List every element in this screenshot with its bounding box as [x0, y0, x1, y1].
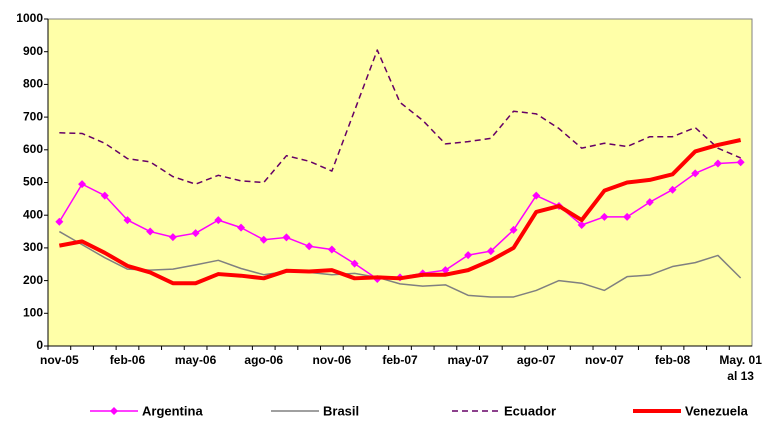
legend-label: Ecuador [504, 403, 556, 418]
legend-label: Argentina [142, 403, 203, 418]
x-tick-label: may-06 [174, 353, 217, 367]
legend-label: Brasil [323, 403, 359, 418]
data-point [509, 225, 518, 234]
data-point [237, 223, 246, 232]
data-point [713, 159, 722, 168]
data-point [146, 227, 155, 236]
data-point [191, 229, 200, 238]
y-tick-label: 200 [23, 273, 43, 287]
data-point [214, 216, 223, 225]
data-point [305, 242, 314, 251]
x-tick-label: feb-06 [109, 353, 146, 367]
y-tick-label: 400 [23, 207, 43, 221]
data-point [623, 212, 632, 221]
x-tick-label: nov-07 [585, 353, 624, 367]
y-tick-label: 1000 [16, 11, 43, 25]
y-tick-label: 100 [23, 305, 43, 319]
y-tick-label: 700 [23, 109, 43, 123]
data-point [691, 169, 700, 178]
data-point [350, 259, 359, 268]
data-point [282, 233, 291, 242]
legend-label: Venezuela [685, 403, 749, 418]
data-point [464, 251, 473, 260]
data-point [577, 221, 586, 230]
x-tick-label: feb-08 [654, 353, 691, 367]
series-line [58, 138, 742, 286]
data-point [532, 191, 541, 200]
y-tick-label: 800 [23, 77, 43, 91]
data-point [168, 233, 177, 242]
legend-marker [110, 407, 118, 415]
data-point [55, 217, 64, 226]
data-point [668, 185, 677, 194]
data-point [441, 266, 450, 275]
x-tick-label: ago-07 [516, 353, 556, 367]
y-tick-label: 300 [23, 240, 43, 254]
data-point [600, 212, 609, 221]
plot-area [47, 18, 753, 347]
data-point [645, 198, 654, 207]
data-point [486, 247, 495, 256]
data-point [78, 180, 87, 189]
y-tick-label: 500 [23, 175, 43, 189]
data-point [736, 158, 745, 167]
data-point [100, 191, 109, 200]
data-point [327, 245, 336, 254]
series-line [58, 230, 742, 298]
y-tick-label: 600 [23, 142, 43, 156]
data-point [123, 216, 132, 225]
x-tick-label: nov-05 [40, 353, 79, 367]
x-tick-label: may-07 [447, 353, 489, 367]
x-tick-label: nov-06 [312, 353, 352, 367]
data-point [259, 235, 268, 244]
x-tick-label: feb-07 [382, 353, 418, 367]
y-tick-label: 900 [23, 44, 43, 58]
x-tick-label: ago-06 [244, 353, 284, 367]
x-tick-label: May. 01 al 13 [719, 353, 762, 383]
y-tick-label: 0 [36, 338, 43, 352]
series-line [59, 49, 741, 185]
